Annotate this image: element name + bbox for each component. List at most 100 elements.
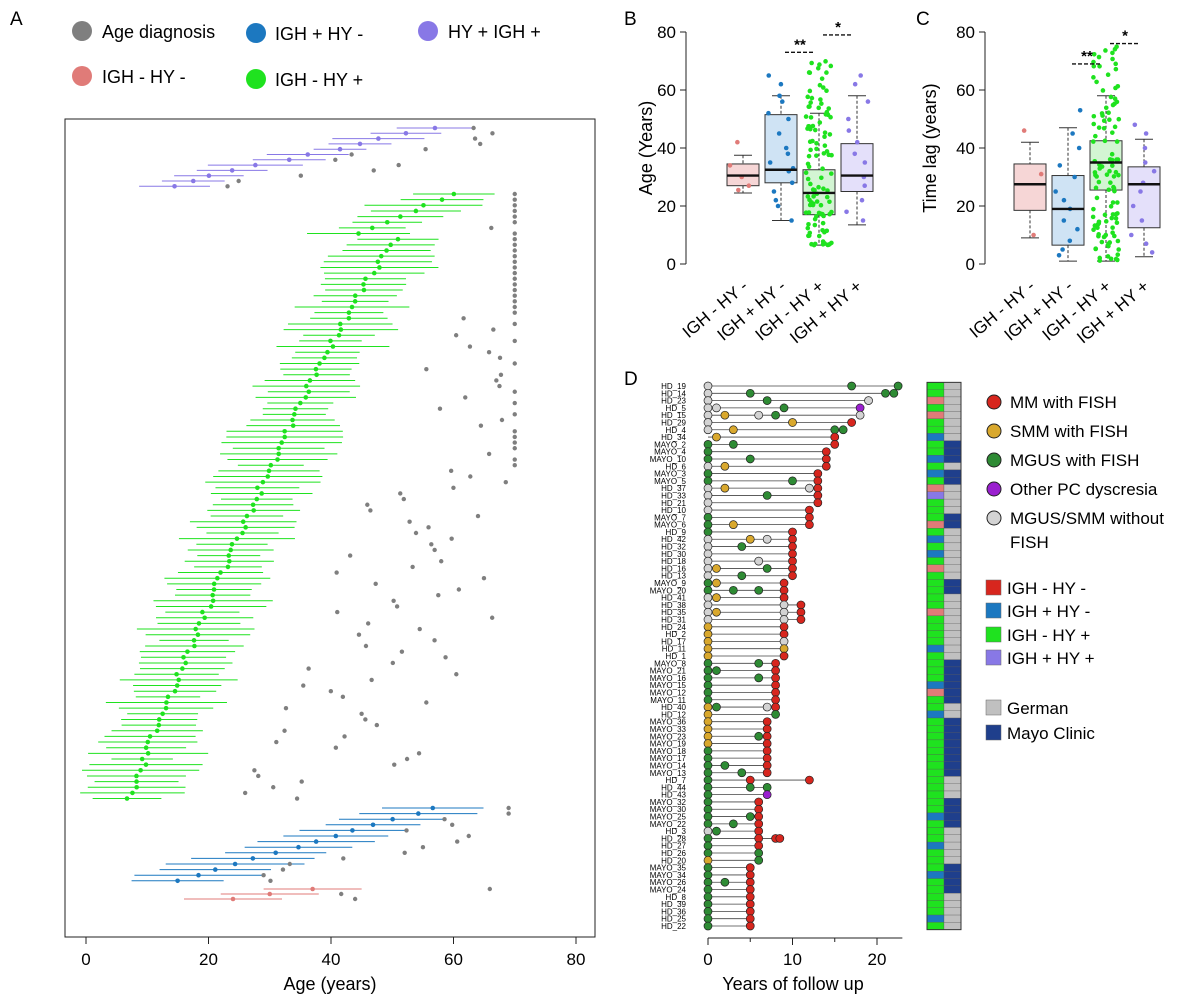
group-color-cell bbox=[926, 849, 945, 857]
panel-a-diagnosis-point bbox=[490, 131, 495, 136]
patient-event-point bbox=[728, 440, 738, 449]
panel-a-estimate-point bbox=[180, 666, 185, 671]
panel-a-estimate-point bbox=[145, 751, 151, 756]
patient-event-point bbox=[754, 673, 764, 683]
panel-a-estimate-point bbox=[190, 178, 196, 184]
patient-event-point bbox=[754, 826, 764, 836]
cohort-color-cell bbox=[943, 411, 962, 419]
box-data-point bbox=[822, 143, 828, 148]
patient-id-label: MAYO_23 bbox=[650, 732, 687, 741]
box-data-point bbox=[1072, 174, 1077, 180]
panel-a-estimate-point bbox=[250, 502, 256, 508]
cohort-color-cell bbox=[943, 550, 962, 558]
box-data-point bbox=[1096, 125, 1102, 130]
patient-event-point bbox=[745, 877, 755, 887]
box-data-point bbox=[807, 104, 812, 109]
legend-german-swatch bbox=[985, 699, 1002, 716]
cohort-color-cell bbox=[943, 695, 962, 704]
patient-event-point bbox=[703, 388, 713, 398]
box-data-point bbox=[1111, 185, 1117, 191]
box-data-point bbox=[771, 189, 777, 194]
box-data-point bbox=[820, 85, 826, 90]
panel-a-estimate-point bbox=[363, 276, 368, 282]
patient-event-point bbox=[788, 549, 797, 559]
panel-a-diagnosis-point bbox=[512, 434, 517, 440]
y-tick-label: 80 bbox=[956, 23, 975, 42]
panel-a-x-tick-label: 20 bbox=[199, 950, 218, 969]
group-color-cell bbox=[926, 820, 945, 828]
patient-id-label: HD_42 bbox=[661, 535, 686, 544]
box-data-point bbox=[1113, 61, 1118, 67]
panel-a-estimate-point bbox=[200, 609, 205, 615]
patient-event-point bbox=[762, 491, 772, 500]
panel-d-rows: HD_19HD_14HD_23HD_5HD_15HD_29HD_4HD_34MA… bbox=[650, 381, 903, 931]
patient-event-point bbox=[771, 695, 780, 705]
panel-a-frame bbox=[64, 118, 596, 938]
panel-a-diagnosis-point bbox=[512, 463, 517, 468]
panel-a-diagnosis-point bbox=[512, 220, 517, 225]
panel-a-diagnosis-point bbox=[491, 327, 496, 332]
cohort-color-cell bbox=[943, 827, 962, 835]
box-data-point bbox=[809, 60, 814, 66]
patient-event-point bbox=[779, 600, 789, 610]
panel-a-diagnosis-point bbox=[512, 287, 517, 293]
legend-mayo-swatch bbox=[985, 724, 1002, 741]
patient-event-point bbox=[703, 666, 713, 675]
panel-a-x-tick-label: 60 bbox=[444, 950, 463, 969]
box-data-point bbox=[808, 181, 813, 187]
box-data-point bbox=[819, 175, 824, 181]
patient-event-point bbox=[703, 841, 713, 851]
panel-a-estimate-point bbox=[196, 621, 202, 626]
box-data-point bbox=[846, 128, 852, 133]
group-color-cell bbox=[926, 776, 945, 784]
panel-a-estimate-point bbox=[195, 632, 201, 637]
patient-event-point bbox=[712, 578, 721, 588]
cohort-color-cell bbox=[943, 440, 962, 449]
box-data-point bbox=[1108, 256, 1114, 262]
box-data-point bbox=[814, 146, 819, 152]
patient-event-point bbox=[796, 600, 806, 610]
box-data-point bbox=[789, 218, 794, 223]
patient-event-point bbox=[703, 855, 713, 865]
panel-a-diagnosis-point bbox=[368, 508, 373, 513]
panel-a-estimate-point bbox=[356, 231, 361, 236]
legend-ighm-hyp-swatch bbox=[246, 69, 266, 89]
cohort-color-cell bbox=[943, 681, 962, 689]
group-color-cell bbox=[926, 382, 945, 390]
box-data-point bbox=[1077, 108, 1083, 113]
annotation-bar-frame bbox=[926, 381, 962, 931]
legend-nofish-label-1: MGUS/SMM without bbox=[1010, 509, 1164, 528]
panel-a-diagnosis-point bbox=[442, 817, 447, 822]
panel-a-estimate-point bbox=[338, 327, 344, 332]
legend-g1-swatch bbox=[985, 579, 1002, 596]
box-data-point bbox=[865, 99, 871, 104]
group-color-cell bbox=[926, 644, 945, 653]
patient-event-point bbox=[788, 556, 797, 566]
box-data-point bbox=[1091, 206, 1096, 212]
panel-a-diagnosis-point bbox=[475, 513, 481, 519]
box-data-point bbox=[824, 228, 830, 234]
panel-a-estimate-point bbox=[259, 491, 264, 496]
patient-event-point bbox=[779, 578, 789, 588]
cohort-color-cell bbox=[943, 630, 962, 638]
group-color-cell bbox=[926, 703, 945, 711]
panel-a-estimate-point bbox=[229, 542, 235, 547]
patient-id-label: HD_13 bbox=[661, 572, 686, 581]
panel-a-estimate-point bbox=[196, 872, 201, 878]
patient-event-point bbox=[830, 425, 840, 435]
patient-event-point bbox=[703, 863, 713, 872]
box-data-point bbox=[767, 160, 773, 165]
box-data-point bbox=[1113, 216, 1119, 221]
patient-event-point bbox=[703, 410, 713, 420]
box-data-point bbox=[1097, 63, 1102, 69]
box-data-point bbox=[1094, 195, 1100, 201]
patient-event-point bbox=[745, 775, 755, 785]
panel-a-diagnosis-point bbox=[512, 304, 517, 310]
panel-a-diagnosis-point bbox=[499, 417, 505, 423]
box-data-point bbox=[779, 99, 785, 104]
patient-id-label: HD_10 bbox=[661, 506, 686, 515]
patient-id-label: HD_26 bbox=[661, 849, 686, 858]
patient-id-label: HD_40 bbox=[661, 703, 686, 712]
patient-event-point bbox=[762, 790, 772, 799]
patient-event-point bbox=[762, 753, 772, 763]
